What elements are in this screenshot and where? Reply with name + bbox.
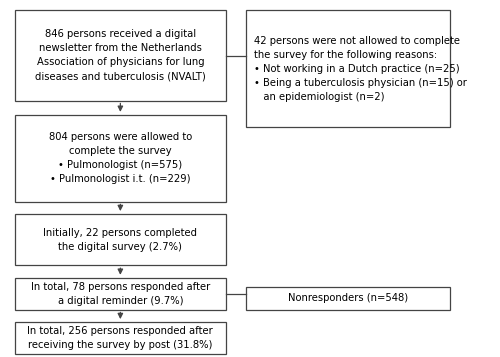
FancyBboxPatch shape	[246, 287, 450, 310]
FancyBboxPatch shape	[15, 214, 226, 265]
Text: In total, 256 persons responded after
receiving the survey by post (31.8%): In total, 256 persons responded after re…	[28, 326, 213, 350]
Text: Initially, 22 persons completed
the digital survey (2.7%): Initially, 22 persons completed the digi…	[44, 228, 198, 252]
Text: 804 persons were allowed to
complete the survey
• Pulmonologist (n=575)
• Pulmon: 804 persons were allowed to complete the…	[48, 132, 192, 184]
FancyBboxPatch shape	[15, 278, 226, 310]
Text: 42 persons were not allowed to complete
the survey for the following reasons:
• : 42 persons were not allowed to complete …	[254, 36, 468, 102]
FancyBboxPatch shape	[15, 115, 226, 201]
FancyBboxPatch shape	[15, 10, 226, 101]
FancyBboxPatch shape	[15, 322, 226, 354]
FancyBboxPatch shape	[246, 10, 450, 127]
Text: In total, 78 persons responded after
a digital reminder (9.7%): In total, 78 persons responded after a d…	[30, 282, 210, 306]
Text: Nonresponders (n=548): Nonresponders (n=548)	[288, 293, 408, 303]
Text: 846 persons received a digital
newsletter from the Netherlands
Association of ph: 846 persons received a digital newslette…	[35, 29, 205, 81]
